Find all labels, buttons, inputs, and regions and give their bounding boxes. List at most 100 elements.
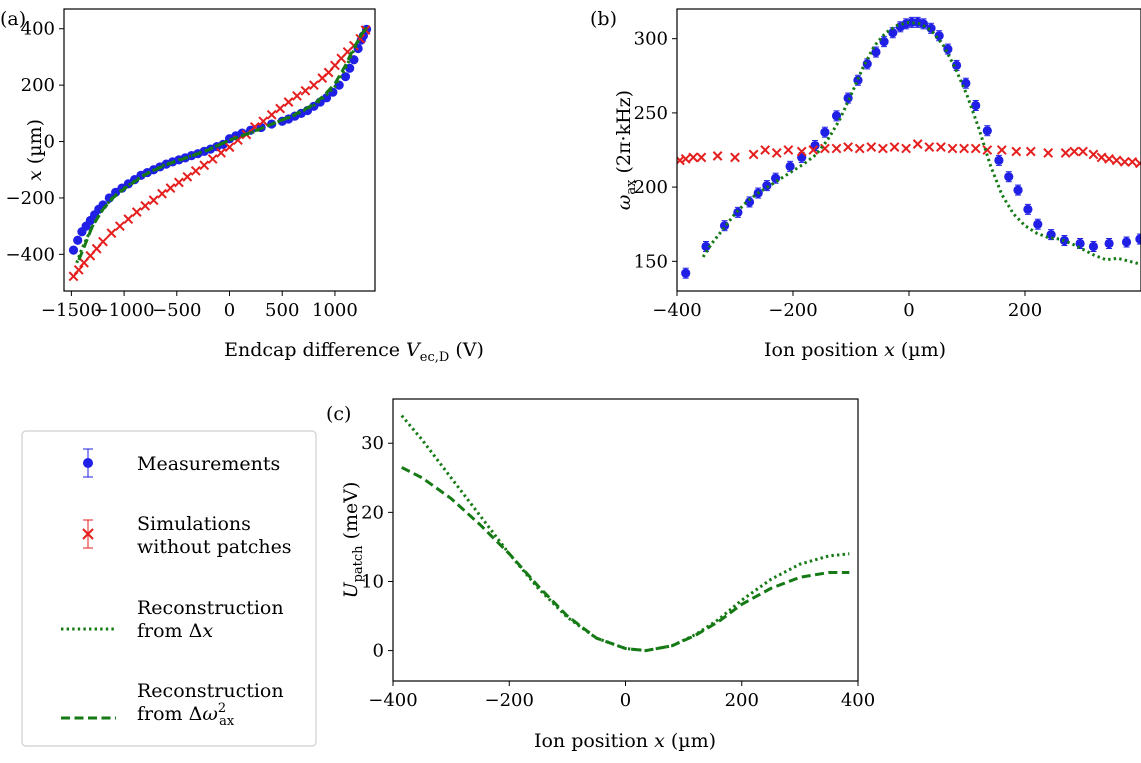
legend-label-recon-dx: from Δx	[137, 620, 213, 642]
y-tick-label: 10	[361, 571, 384, 592]
data-point-measurement	[1121, 237, 1132, 247]
legend-marker-simulation	[82, 528, 94, 540]
data-point-simulation	[283, 97, 294, 107]
data-point-simulation	[292, 90, 302, 101]
data-point-measurement	[971, 100, 981, 111]
y-tick-label: 150	[634, 251, 668, 272]
data-point-simulation	[796, 146, 807, 157]
data-point-simulation	[748, 149, 759, 160]
x-tick-label: −1000	[94, 300, 155, 321]
data-point-simulation	[308, 80, 319, 91]
data-point-measurement	[681, 268, 691, 278]
data-point-simulation	[1096, 152, 1107, 163]
y-tick-label: −400	[6, 244, 55, 265]
y-tick-label: 0	[44, 132, 55, 153]
data-point-simulation	[996, 145, 1007, 155]
data-point-measurement	[1013, 185, 1023, 195]
data-point-measurement	[744, 197, 755, 207]
data-point-simulation	[982, 145, 993, 155]
data-point-measurement	[951, 60, 962, 70]
legend-label-recon-domega: Reconstruction	[137, 680, 284, 702]
x-tick-label: −200	[485, 690, 534, 711]
data-point-simulation	[114, 221, 125, 232]
data-point-measurement	[340, 72, 351, 82]
panel-label: (b)	[590, 8, 617, 30]
data-point-measurement	[701, 241, 711, 252]
y-tick-label: 250	[634, 103, 668, 124]
data-point-measurement	[345, 63, 355, 73]
legend-label-measurements: Measurements	[137, 453, 280, 475]
data-point-simulation	[190, 165, 201, 176]
data-point-simulation	[1111, 155, 1122, 166]
data-point-simulation	[877, 143, 888, 154]
x-tick-label: 1000	[312, 300, 358, 321]
data-point-measurement	[810, 140, 820, 151]
data-point-simulation	[199, 160, 210, 171]
panel-c: −400 −200 0 200 400 0 10 20 30 (c) Ion position x …	[326, 398, 875, 752]
data-point-measurement	[888, 28, 898, 38]
data-point-simulation	[901, 143, 912, 154]
data-point-simulation	[819, 143, 830, 154]
data-point-simulation	[1011, 146, 1022, 157]
data-point-simulation	[970, 143, 981, 154]
data-point-simulation	[924, 142, 935, 152]
data-point-simulation	[258, 116, 269, 127]
y-axis-label: x (µm)	[24, 119, 46, 181]
legend-frame	[21, 430, 317, 747]
panel-a: −1500−1000−500 0 500 1000 −400 −200 0 200 400(a)…	[0, 8, 484, 365]
series-line-recon-dx	[75, 26, 368, 264]
data-point-simulation	[1043, 148, 1054, 158]
panel-label: (a)	[0, 8, 26, 30]
data-point-measurement	[1004, 172, 1014, 182]
x-axis-label: Ion position x (µm)	[764, 339, 946, 361]
data-point-simulation	[760, 145, 771, 155]
y-tick-label: 30	[361, 433, 384, 454]
axes-frame	[63, 8, 376, 292]
data-point-simulation	[959, 143, 970, 154]
data-point-measurement	[820, 127, 830, 137]
data-point-simulation	[157, 188, 167, 199]
panel-label: (c)	[326, 403, 351, 425]
data-point-simulation	[1025, 146, 1036, 157]
data-point-measurement	[762, 181, 772, 191]
legend-label-recon-domega: from Δω2 ax	[137, 701, 235, 729]
data-point-simulation	[1134, 158, 1141, 169]
data-point-simulation	[935, 142, 946, 152]
axes-frame	[676, 8, 1141, 292]
data-point-simulation	[712, 151, 723, 161]
data-point-simulation	[140, 200, 151, 211]
data-point-measurement	[879, 37, 889, 47]
x-tick-label: −500	[152, 300, 201, 321]
x-tick-label: 200	[1008, 300, 1042, 321]
data-point-simulation	[912, 139, 923, 149]
data-point-simulation	[1127, 156, 1138, 167]
x-axis-label: Ion position x (µm)	[534, 730, 716, 752]
data-point-measurement	[785, 161, 795, 171]
data-point-simulation	[688, 152, 699, 163]
data-point-simulation	[843, 142, 854, 152]
legend-label-recon-dx: Reconstruction	[137, 597, 284, 619]
legend-label-simulations: without patches	[137, 536, 292, 558]
x-tick-label: −400	[368, 690, 417, 711]
series-line-recon-dx	[400, 414, 850, 653]
y-axis-label: ωax (2π·kHz)	[613, 90, 639, 210]
data-point-simulation	[889, 142, 900, 152]
series-line-recon-domega	[401, 466, 850, 653]
data-point-simulation	[771, 148, 782, 158]
data-point-measurement	[1088, 241, 1099, 252]
data-point-measurement	[1033, 219, 1043, 229]
x-tick-label: −1500	[41, 300, 102, 321]
x-tick-label: 500	[265, 300, 299, 321]
data-point-measurement	[934, 31, 944, 41]
axes-frame	[392, 398, 859, 682]
data-point-simulation	[1088, 149, 1099, 160]
data-point-simulation	[1104, 153, 1115, 164]
y-tick-label: 200	[21, 75, 55, 96]
data-point-simulation	[831, 143, 842, 154]
data-point-measurement	[1046, 230, 1056, 240]
plot-area	[400, 414, 850, 653]
data-point-simulation	[216, 147, 226, 158]
legend-label-simulations: Simulations	[137, 513, 251, 535]
data-point-simulation	[854, 143, 865, 154]
